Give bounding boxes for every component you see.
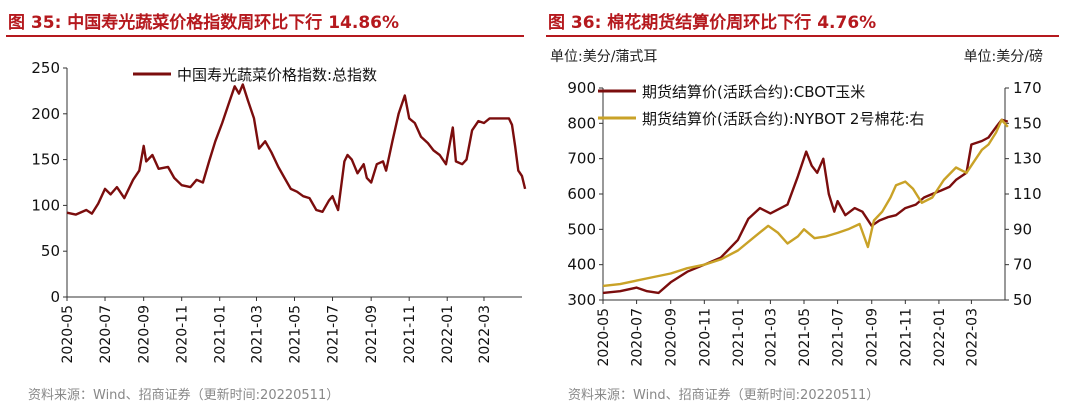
y-tick-label: 200	[31, 105, 60, 123]
y-tick-label: 100	[31, 196, 60, 214]
y-right-tick-label: 150	[1013, 114, 1042, 132]
chart-title: 图 36: 棉花期货结算价周环比下行 4.76%	[548, 13, 877, 33]
x-tick-label: 2022-03	[477, 305, 493, 364]
x-tick-label: 2021-11	[402, 305, 418, 364]
x-tick-label: 2021-09	[865, 308, 881, 367]
x-tick-label: 2020-11	[175, 305, 191, 364]
y-tick-label: 600	[567, 185, 596, 203]
x-tick-label: 2021-01	[731, 308, 747, 367]
y-tick-label: 500	[567, 220, 596, 238]
x-tick-label: 2021-07	[326, 305, 342, 364]
x-tick-label: 2020-07	[630, 308, 646, 367]
x-tick-label: 2021-05	[288, 305, 304, 364]
y-tick-label: 800	[567, 114, 596, 132]
y-tick-label: 700	[567, 150, 596, 168]
x-tick-label: 2022-01	[440, 305, 456, 364]
series-line	[602, 118, 1009, 288]
series-line	[602, 118, 1009, 295]
x-tick-label: 2021-11	[898, 308, 914, 367]
x-tick-label: 2020-07	[98, 305, 114, 364]
x-tick-label: 2021-01	[213, 305, 229, 364]
x-tick-label: 2021-03	[249, 305, 265, 364]
legend-label: 中国寿光蔬菜价格指数:总指数	[177, 66, 377, 84]
title-underline	[6, 35, 524, 37]
y-tick-label: 150	[31, 151, 60, 169]
right-axis-unit: 单位:美分/磅	[963, 49, 1043, 65]
x-tick-label: 2021-09	[364, 305, 380, 364]
x-tick-label: 2022-01	[932, 308, 948, 367]
legend-label: 期货结算价(活跃合约):CBOT玉米	[642, 83, 865, 101]
y-right-tick-label: 130	[1013, 150, 1042, 168]
title-underline	[546, 35, 1059, 37]
y-tick-label: 0	[50, 288, 60, 306]
y-tick-label: 900	[567, 79, 596, 97]
x-tick-label: 2020-09	[137, 305, 153, 364]
chart-title: 图 35: 中国寿光蔬菜价格指数周环比下行 14.86%	[8, 13, 400, 33]
x-tick-label: 2022-03	[964, 308, 980, 367]
y-right-tick-label: 50	[1013, 291, 1032, 309]
futures-settlement-chart: 300 400 500 600 700 800 900 50 70 90 110 130 150 170 2…	[567, 79, 1042, 367]
left-axis-unit: 单位:美分/蒲式耳	[550, 49, 658, 65]
y-right-tick-label: 70	[1013, 256, 1032, 274]
chart-panel-futures-settlement: 图 36: 棉花期货结算价周环比下行 4.76% 单位:美分/蒲式耳 单位:美分…	[540, 0, 1065, 416]
y-right-tick-label: 90	[1013, 220, 1032, 238]
x-tick-label: 2020-05	[60, 305, 76, 364]
legend-label: 期货结算价(活跃合约):NYBOT 2号棉花:右	[642, 110, 925, 128]
source-note: 资料来源：Wind、招商证券（更新时间:20220511）	[568, 388, 880, 403]
x-tick-label: 2020-09	[664, 308, 680, 367]
y-right-tick-label: 110	[1013, 185, 1042, 203]
source-note: 资料来源：Wind、招商证券（更新时间:20220511）	[28, 388, 340, 403]
chart-panel-vegetable-index: 图 35: 中国寿光蔬菜价格指数周环比下行 14.86% 0 50 100 150 20…	[0, 0, 532, 416]
x-tick-label: 2020-11	[697, 308, 713, 367]
y-tick-label: 300	[567, 291, 596, 309]
y-right-tick-label: 170	[1013, 79, 1042, 97]
x-tick-label: 2020-05	[596, 308, 612, 367]
y-tick-label: 50	[41, 242, 60, 260]
y-tick-label: 250	[31, 59, 60, 77]
x-tick-label: 2021-07	[831, 308, 847, 367]
x-tick-label: 2021-05	[797, 308, 813, 367]
vegetable-index-chart: 0 50 100 150 200 250 2020-05 2020-07 2020-09 2020…	[31, 59, 527, 364]
series-line	[66, 83, 527, 216]
x-tick-label: 2021-03	[763, 308, 779, 367]
y-tick-label: 400	[567, 256, 596, 274]
